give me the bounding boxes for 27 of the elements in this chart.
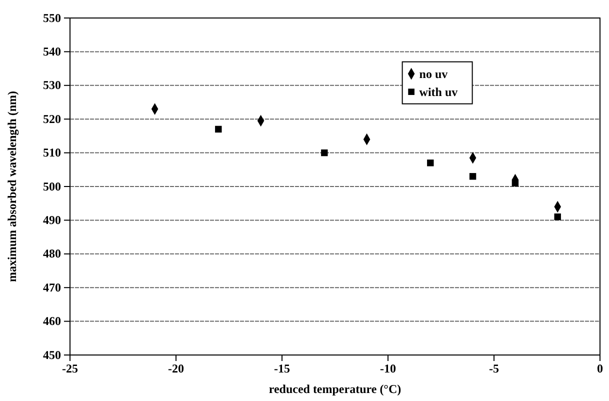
x-tick-label: -20 — [168, 362, 184, 376]
y-tick-label: 460 — [43, 314, 61, 328]
point — [512, 180, 519, 186]
y-tick-label: 500 — [43, 179, 61, 194]
point — [554, 213, 561, 220]
point — [427, 160, 434, 166]
y-tick-label: 510 — [43, 146, 61, 160]
x-tick-label: -15 — [274, 362, 290, 376]
y-tick-label: 520 — [43, 112, 61, 126]
y-tick-label: 550 — [43, 10, 61, 25]
point — [215, 126, 222, 133]
y-tick-label: 540 — [43, 44, 61, 59]
y-tick-label: 450 — [43, 348, 61, 362]
legend-label: no uv — [419, 66, 448, 81]
x-tick-label: 0 — [597, 362, 603, 376]
y-tick-label: 480 — [43, 246, 61, 261]
x-axis-title: reduced temperature (°C) — [268, 382, 402, 396]
x-tick-label: -5 — [489, 362, 499, 376]
x-tick-label: -10 — [380, 362, 396, 376]
y-tick-label: 530 — [43, 78, 61, 92]
point — [321, 149, 328, 156]
y-tick-label: 490 — [43, 213, 61, 228]
x-tick-label: -25 — [62, 362, 78, 376]
legend-label: with uv — [419, 84, 458, 99]
y-axis-title: maximum absorbed wavelength (nm) — [5, 91, 19, 282]
y-tick-label: 470 — [43, 280, 61, 294]
point — [469, 173, 476, 180]
